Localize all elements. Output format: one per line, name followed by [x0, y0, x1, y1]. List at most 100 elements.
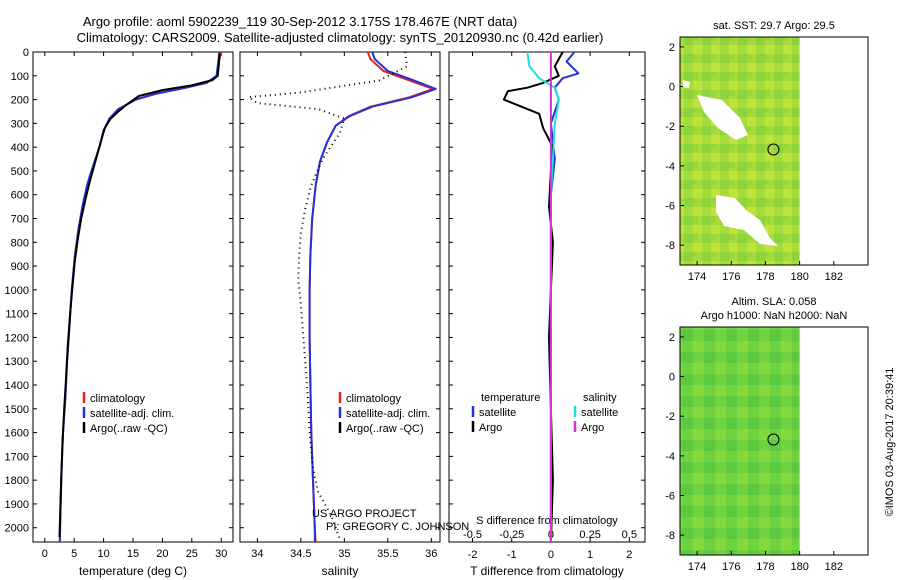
y-tick-label: 100 — [11, 71, 29, 83]
diff-s-argo-legend-label: Argo — [581, 422, 604, 434]
temperature-xlabel: temperature (deg C) — [79, 564, 187, 578]
pi-annotation: PI: GREGORY C. JOHNSON — [326, 521, 469, 533]
salinity-legend-label: climatology — [346, 393, 402, 405]
sst-map-xtick-label: 182 — [825, 271, 843, 283]
y-tick-label: 1500 — [5, 404, 29, 416]
temperature-xtick-label: 30 — [215, 548, 227, 560]
sla-map-ytick-label: -6 — [665, 491, 675, 503]
sla-map-argo-marker — [767, 433, 780, 446]
difference-xtick-label: -2 — [468, 549, 478, 561]
temperature-series-satellite-adj-clim- — [58, 51, 221, 543]
sla-map-xtick-label: 178 — [756, 561, 774, 573]
temperature-legend-label: Argo(..raw -QC) — [90, 423, 168, 435]
sst-map-xtick-label: 174 — [688, 271, 706, 283]
diff-legend-t-heading: temperature — [481, 392, 540, 404]
diff-t-satellite-legend-label: satellite — [479, 407, 516, 419]
sst-nodata-patch — [683, 80, 690, 88]
y-tick-label: 2000 — [5, 523, 29, 535]
y-tick-label: 200 — [11, 95, 29, 107]
sst-map-ytick-label: 0 — [669, 82, 675, 94]
sst-map-xtick-label: 180 — [790, 271, 808, 283]
sla-map-ytick-label: -4 — [665, 451, 675, 463]
sst-map-xtick-label: 176 — [722, 271, 740, 283]
salinity-diff-tick-label: -0.5 — [463, 529, 482, 541]
salinity-xtick-label: 34.5 — [290, 548, 311, 560]
sla-map-xtick-label: 182 — [825, 561, 843, 573]
salinity-series-satellite-adj-clim- — [308, 51, 437, 542]
sst-map-argo-marker — [767, 143, 780, 156]
salinity-panel: 34 34.5 35 35.5 36 salinity climatology satelli… — [239, 51, 469, 578]
sla-map-title-1: Argo h1000: NaN h2000: NaN — [701, 310, 848, 322]
salinity-xlabel: salinity — [322, 564, 359, 578]
diff-s-satellite-legend-label: satellite — [581, 407, 618, 419]
y-tick-label: 1900 — [5, 499, 29, 511]
temperature-xtick-label: 15 — [127, 548, 139, 560]
sla-map-xtick-label: 180 — [790, 561, 808, 573]
sla-map-ytick-label: -8 — [665, 530, 675, 542]
diff-t-argo-legend-label: Argo — [479, 422, 502, 434]
sla-map-xtick-label: 174 — [688, 561, 706, 573]
sst-nodata-patch — [697, 95, 748, 140]
temperature-xtick-label: 0 — [42, 548, 48, 560]
y-tick-label: 1700 — [5, 451, 29, 463]
sla-map-ytick-label: 2 — [669, 332, 675, 344]
salinity-diff-tick-label: 0.25 — [579, 529, 600, 541]
salinity-xtick-label: 35 — [338, 548, 350, 560]
difference-panel: -2 -1 0 1 2-0.5 -0.25 0 0.25 0.5S difference fro… — [448, 51, 646, 578]
salinity-diff-tick-label: 0.5 — [622, 529, 637, 541]
salinity-diff-tick-label: -0.25 — [499, 529, 524, 541]
y-tick-label: 1300 — [5, 356, 29, 368]
sla-map-frame — [679, 326, 869, 556]
temperature-series-argo-raw-qc- — [58, 53, 221, 538]
salinity-series-argo-raw-qc- — [247, 51, 408, 540]
salinity-axes-frame — [239, 51, 441, 543]
y-tick-label: 1000 — [5, 285, 29, 297]
y-tick-label: 900 — [11, 261, 29, 273]
y-tick-label: 1400 — [5, 380, 29, 392]
sla-map-xtick-label: 176 — [722, 561, 740, 573]
y-tick-label: 300 — [11, 118, 29, 130]
difference-xtick-label: -1 — [507, 549, 517, 561]
project-annotation: US ARGO PROJECT — [312, 508, 417, 520]
temperature-panel: 0100200300400500600700800900100011001200… — [5, 47, 234, 578]
difference-xtick-label: 2 — [626, 549, 632, 561]
temperature-xtick-label: 20 — [156, 548, 168, 560]
y-tick-label: 800 — [11, 237, 29, 249]
y-tick-label: 1100 — [5, 309, 29, 321]
sla-map-ytick-label: -2 — [665, 411, 675, 423]
sla-map-panel: 174 176 178 180 182 2 0 -2 -4 -6 -8 Altim. SLA: 0.0… — [665, 296, 869, 573]
sst-map-ytick-label: 2 — [669, 42, 675, 54]
salinity-diff-xlabel: S difference from climatology — [476, 515, 618, 527]
sla-map-title-0: Altim. SLA: 0.058 — [732, 296, 817, 308]
sst-map-ytick-label: -6 — [665, 201, 675, 213]
sla-map-ytick-label: 0 — [669, 372, 675, 384]
y-tick-label: 500 — [11, 166, 29, 178]
temperature-xtick-label: 25 — [186, 548, 198, 560]
sst-map-title-0: sat. SST: 29.7 Argo: 29.5 — [713, 20, 835, 32]
sst-map-xtick-label: 178 — [756, 271, 774, 283]
temperature-series-climatology — [58, 51, 223, 543]
temperature-xtick-label: 5 — [71, 548, 77, 560]
diff-legend-s-heading: salinity — [583, 392, 617, 404]
sst-map-frame — [679, 36, 869, 266]
sla-map-field — [680, 327, 800, 555]
difference-xtick-label: 1 — [587, 549, 593, 561]
temperature-axes-frame — [32, 51, 234, 543]
salinity-legend-label: satellite-adj. clim. — [346, 408, 430, 420]
temperature-legend-label: satellite-adj. clim. — [90, 408, 174, 420]
salinity-series-climatology — [308, 51, 434, 543]
y-tick-label: 1200 — [5, 332, 29, 344]
sst-nodata-patch — [716, 195, 778, 246]
difference-axes-frame — [448, 51, 646, 543]
temperature-legend-label: climatology — [90, 393, 146, 405]
y-tick-label: 400 — [11, 142, 29, 154]
y-tick-label: 700 — [11, 214, 29, 226]
salinity-xtick-label: 36 — [425, 548, 437, 560]
temperature-xtick-label: 10 — [97, 548, 109, 560]
title-line-1: Argo profile: aoml 5902239_119 30-Sep-20… — [83, 14, 517, 29]
salinity-legend-label: Argo(..raw -QC) — [346, 423, 424, 435]
sst-map-field — [680, 37, 800, 265]
title-line-2: Climatology: CARS2009. Satellite-adjuste… — [77, 30, 604, 45]
sst-map-panel: 174 176 178 180 182 2 0 -2 -4 -6 -8 sat. SST: 29.7 … — [665, 20, 869, 283]
